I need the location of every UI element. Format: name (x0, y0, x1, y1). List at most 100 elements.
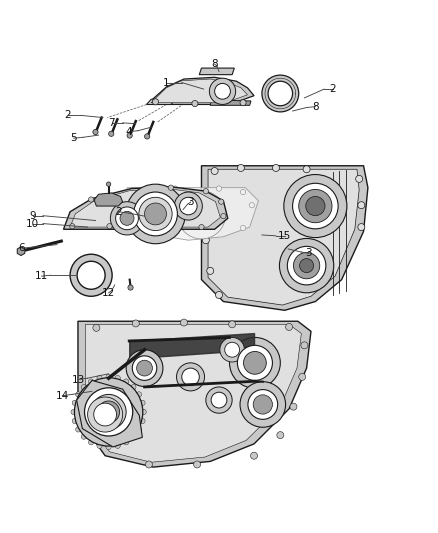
Circle shape (97, 443, 102, 448)
Circle shape (203, 189, 208, 194)
Circle shape (306, 197, 325, 216)
Text: 8: 8 (312, 102, 319, 111)
Polygon shape (78, 321, 311, 467)
Circle shape (303, 166, 310, 173)
Polygon shape (77, 381, 142, 447)
Circle shape (168, 185, 173, 190)
Polygon shape (199, 68, 234, 75)
Circle shape (192, 101, 198, 107)
Circle shape (109, 131, 114, 136)
Circle shape (240, 225, 246, 231)
Text: 6: 6 (18, 243, 25, 253)
Circle shape (126, 184, 185, 244)
Circle shape (225, 342, 240, 357)
Circle shape (72, 418, 78, 424)
Circle shape (146, 230, 152, 235)
Circle shape (93, 130, 98, 135)
Circle shape (180, 197, 197, 215)
Circle shape (215, 84, 230, 99)
Circle shape (93, 324, 100, 332)
Circle shape (253, 395, 272, 414)
Polygon shape (147, 77, 254, 104)
Circle shape (293, 183, 338, 229)
Circle shape (293, 253, 320, 279)
Circle shape (237, 165, 244, 172)
Circle shape (106, 445, 111, 449)
Circle shape (139, 197, 172, 231)
Circle shape (182, 368, 199, 386)
Polygon shape (85, 324, 301, 462)
Circle shape (128, 285, 133, 290)
Circle shape (202, 237, 209, 244)
Circle shape (220, 337, 244, 362)
Circle shape (230, 337, 280, 388)
Circle shape (240, 382, 286, 427)
Circle shape (124, 379, 129, 384)
Text: 14: 14 (56, 391, 69, 401)
Circle shape (107, 223, 112, 229)
Circle shape (300, 259, 314, 273)
Circle shape (88, 197, 94, 202)
Circle shape (221, 214, 226, 219)
Circle shape (131, 384, 136, 390)
Circle shape (219, 199, 224, 204)
Circle shape (173, 186, 178, 191)
Circle shape (145, 203, 166, 225)
Circle shape (194, 461, 201, 468)
Polygon shape (70, 189, 220, 227)
Circle shape (124, 440, 129, 445)
Circle shape (120, 211, 134, 225)
Circle shape (70, 223, 75, 229)
Circle shape (286, 324, 293, 330)
Polygon shape (94, 193, 123, 206)
Circle shape (137, 360, 152, 376)
Circle shape (94, 403, 117, 426)
Circle shape (211, 392, 227, 408)
Circle shape (106, 374, 111, 379)
Text: 5: 5 (70, 133, 77, 143)
Circle shape (174, 192, 202, 220)
Text: 1: 1 (163, 77, 170, 87)
Circle shape (358, 223, 365, 231)
Circle shape (127, 133, 132, 138)
Circle shape (145, 134, 150, 139)
Circle shape (177, 363, 205, 391)
Text: 4: 4 (126, 127, 133, 136)
Circle shape (287, 246, 326, 285)
Circle shape (81, 434, 86, 439)
Circle shape (106, 182, 111, 187)
Circle shape (110, 201, 144, 235)
Circle shape (136, 427, 141, 432)
Text: 13: 13 (71, 375, 85, 384)
Circle shape (81, 384, 86, 390)
Circle shape (140, 418, 145, 424)
Polygon shape (201, 166, 368, 310)
Circle shape (77, 261, 105, 289)
Circle shape (262, 75, 299, 112)
Text: 11: 11 (35, 271, 48, 281)
Text: 12: 12 (102, 288, 115, 298)
Circle shape (356, 175, 363, 182)
Circle shape (91, 394, 126, 430)
Circle shape (76, 392, 81, 397)
Circle shape (115, 443, 120, 448)
Circle shape (132, 356, 157, 381)
Circle shape (268, 81, 293, 106)
Circle shape (299, 374, 306, 381)
Circle shape (88, 379, 94, 384)
Circle shape (85, 388, 133, 436)
Circle shape (115, 375, 120, 381)
Polygon shape (147, 99, 175, 104)
Circle shape (141, 409, 146, 415)
Circle shape (272, 165, 279, 172)
Circle shape (215, 292, 223, 298)
Text: 9: 9 (29, 211, 36, 221)
Circle shape (145, 461, 152, 468)
Circle shape (71, 409, 76, 415)
Circle shape (290, 403, 297, 410)
Circle shape (240, 189, 246, 195)
Polygon shape (210, 100, 251, 106)
Circle shape (277, 432, 284, 439)
Circle shape (132, 320, 139, 327)
Text: 3: 3 (305, 248, 312, 259)
